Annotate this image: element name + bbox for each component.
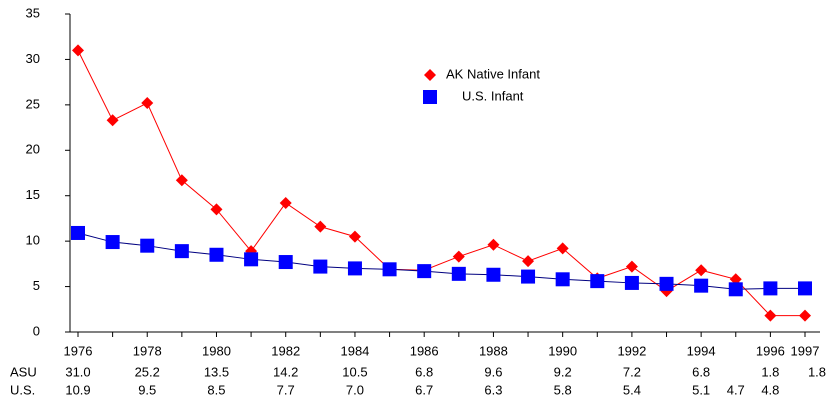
x-tick-label: 1976 — [64, 343, 93, 358]
x-tick-label: 1978 — [133, 343, 162, 358]
y-tick-label: 30 — [26, 51, 40, 66]
point — [763, 281, 778, 296]
value-label: 1.8 — [761, 364, 779, 379]
value-label: 9.6 — [484, 364, 502, 379]
point — [347, 261, 362, 276]
x-tick-label: 1980 — [202, 343, 231, 358]
point — [423, 90, 437, 104]
value-label: 7.0 — [346, 382, 364, 397]
y-tick-label: 35 — [26, 5, 40, 20]
y-tick-label: 20 — [26, 142, 40, 157]
value-label: 7.7 — [277, 382, 295, 397]
x-tick-label: 1986 — [410, 343, 439, 358]
x-tick-label: 1990 — [548, 343, 577, 358]
point — [314, 220, 327, 233]
value-label: 6.8 — [692, 364, 710, 379]
point — [695, 264, 708, 277]
value-label: 25.2 — [135, 364, 160, 379]
point — [521, 269, 536, 284]
x-tick-label: 1984 — [340, 343, 369, 358]
legend-label: U.S. Infant — [462, 88, 524, 103]
x-tick-label: 1994 — [687, 343, 716, 358]
series-line — [77, 50, 805, 317]
value-label: 5.8 — [554, 382, 572, 397]
point — [424, 69, 436, 81]
point — [522, 255, 535, 268]
point — [625, 260, 638, 273]
point — [624, 275, 639, 290]
point — [798, 281, 812, 296]
point — [590, 274, 605, 289]
point — [728, 282, 743, 297]
y-tick-label: 10 — [26, 233, 40, 248]
point — [659, 276, 674, 291]
point — [451, 266, 466, 281]
point — [452, 250, 465, 263]
point — [555, 272, 570, 287]
value-label: 9.2 — [554, 364, 572, 379]
y-tick-label: 25 — [26, 96, 40, 111]
value-label: 14.2 — [273, 364, 298, 379]
row-label: U.S. — [10, 382, 35, 397]
value-label: 13.5 — [204, 364, 229, 379]
point — [417, 264, 432, 279]
point — [141, 97, 154, 110]
point — [209, 247, 224, 262]
value-label: 8.5 — [207, 382, 225, 397]
point — [382, 262, 397, 277]
point — [175, 174, 188, 187]
row-label: ASU — [10, 364, 37, 379]
value-label: 4.7 — [727, 382, 745, 397]
point — [278, 255, 293, 270]
point — [799, 309, 811, 322]
x-tick-label: 1996 — [756, 343, 785, 358]
value-label: 6.7 — [415, 382, 433, 397]
point — [244, 252, 259, 267]
x-tick-label: 1992 — [617, 343, 646, 358]
value-label: 10.9 — [65, 382, 90, 397]
point — [174, 244, 189, 259]
value-label: 9.5 — [138, 382, 156, 397]
value-label: 10.5 — [342, 364, 367, 379]
point — [694, 278, 709, 293]
legend-label: AK Native Infant — [446, 66, 540, 81]
value-label: 5.1 — [692, 382, 710, 397]
x-tick-label: 1997 — [791, 343, 820, 358]
point — [72, 44, 84, 57]
y-tick-label: 15 — [26, 187, 40, 202]
value-label: 5.4 — [623, 382, 641, 397]
point — [210, 203, 223, 216]
point — [348, 230, 361, 243]
point — [313, 259, 328, 274]
value-label: 6.8 — [415, 364, 433, 379]
y-tick-label: 5 — [33, 278, 40, 293]
point — [106, 114, 119, 127]
value-label: 7.2 — [623, 364, 641, 379]
point — [279, 196, 292, 209]
point — [487, 238, 500, 251]
value-label: 1.8 — [808, 364, 826, 379]
value-label: 6.3 — [484, 382, 502, 397]
point — [764, 309, 777, 322]
value-label: 4.8 — [761, 382, 779, 397]
value-label: 31.0 — [65, 364, 90, 379]
point — [140, 238, 155, 253]
x-tick-label: 1988 — [479, 343, 508, 358]
series-line — [77, 232, 805, 290]
point — [486, 267, 501, 282]
y-tick-label: 0 — [33, 323, 40, 338]
point — [105, 235, 120, 250]
x-tick-label: 1982 — [271, 343, 300, 358]
point — [556, 242, 569, 255]
point — [71, 225, 85, 240]
